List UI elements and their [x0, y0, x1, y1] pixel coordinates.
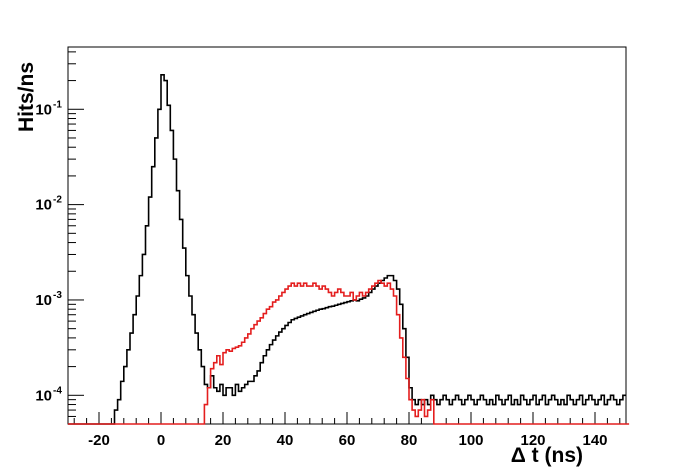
x-tick-label: 20 — [215, 432, 232, 449]
y-tick-label: 10 -4 — [35, 385, 62, 404]
series-layer — [68, 73, 630, 425]
y-tick-label: 10 -1 — [35, 99, 62, 118]
y-tick-label: 10 -3 — [35, 290, 62, 309]
y-tick-exponent: -1 — [53, 99, 62, 110]
x-tick-label: -20 — [88, 432, 110, 449]
x-tick-label: 140 — [582, 432, 607, 449]
x-tick-label: 80 — [401, 432, 418, 449]
plot-border — [67, 46, 627, 425]
y-axis-ticks — [68, 51, 84, 425]
y-tick-base: 10 — [35, 292, 52, 309]
x-axis-ticks — [73, 412, 621, 424]
x-tick-label: 100 — [458, 432, 483, 449]
series-2-line — [68, 279, 630, 425]
y-tick-label: 10 -2 — [35, 195, 62, 214]
y-tick-base: 10 — [35, 387, 52, 404]
y-axis-title: Hits/ns — [15, 62, 38, 132]
x-tick-label: 0 — [157, 432, 165, 449]
y-tick-exponent: -3 — [53, 290, 62, 301]
y-axis-tick-labels: 10-410-310-210-1 — [35, 99, 62, 404]
x-axis-tick-labels: -20 0 20 40 60 80 100 120 140 — [88, 432, 607, 449]
x-axis-title: Δ t (ns) — [511, 444, 583, 467]
y-tick-exponent: -2 — [53, 195, 62, 206]
x-tick-label: 40 — [277, 432, 294, 449]
x-tick-label: 60 — [339, 432, 356, 449]
plot-frame — [67, 46, 627, 425]
series-1-line — [68, 73, 626, 425]
y-tick-base: 10 — [35, 101, 52, 118]
x-tick-label: 120 — [520, 432, 545, 449]
y-tick-exponent: -4 — [53, 385, 62, 396]
y-tick-base: 10 — [35, 197, 52, 214]
